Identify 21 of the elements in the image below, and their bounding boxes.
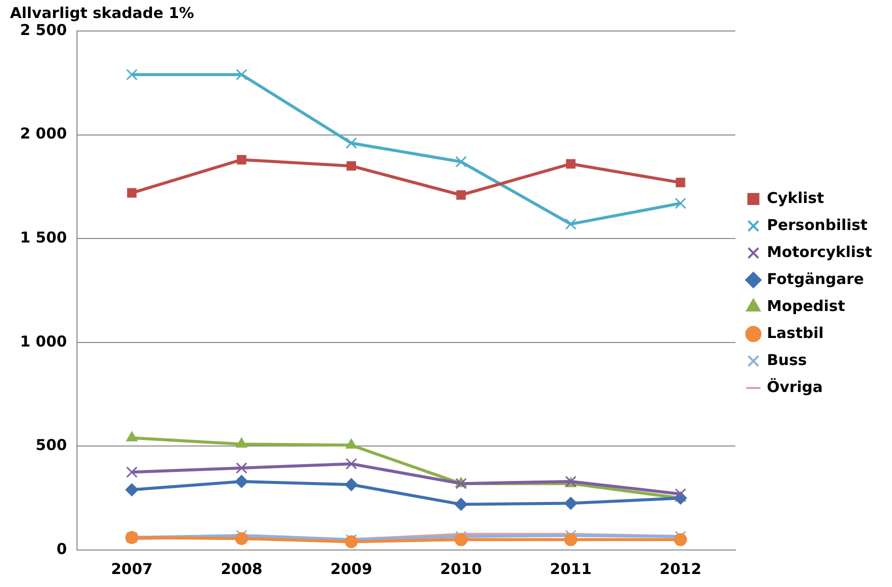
x-tick-label: 2009 [330, 560, 372, 578]
legend-label: Cyklist [766, 188, 824, 207]
legend-label: Mopedist [766, 296, 845, 315]
legend-label: Personbilist [766, 216, 868, 234]
y-tick-label: 1 500 [20, 228, 67, 246]
legend-label: Lastbil [766, 324, 824, 342]
chart-title: Allvarligt skadade 1% [10, 4, 194, 22]
x-tick-label: 2008 [220, 560, 262, 578]
y-tick-label: 500 [36, 436, 67, 454]
legend-label: Övriga [766, 378, 823, 396]
x-tick-label: 2011 [550, 560, 592, 578]
y-tick-label: 1 000 [20, 332, 67, 350]
x-tick-label: 2012 [660, 560, 702, 578]
x-tick-label: 2007 [110, 560, 153, 578]
legend-label: Fotgängare [766, 270, 864, 288]
legend-label: Buss [766, 350, 807, 369]
legend-label: Motorcyklist [766, 242, 872, 261]
x-tick-label: 2010 [440, 560, 482, 578]
y-tick-label: 2 000 [20, 124, 67, 143]
y-tick-label: 0 [56, 540, 67, 558]
y-tick-label: 2 500 [20, 20, 67, 39]
